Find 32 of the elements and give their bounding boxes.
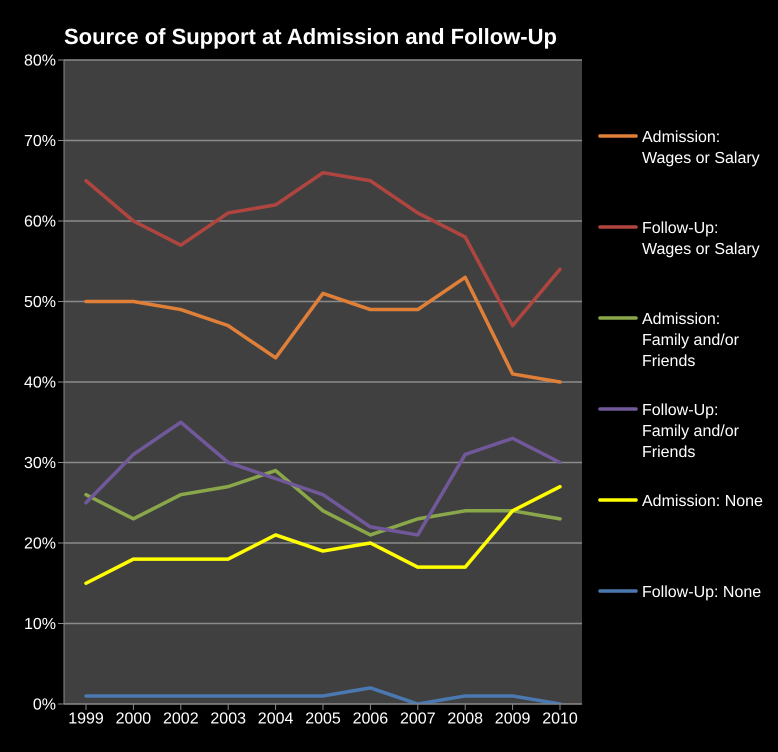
x-tick-label: 2005 <box>305 710 341 728</box>
x-tick-label: 2009 <box>494 710 530 728</box>
x-tick-label: 2003 <box>210 710 246 728</box>
x-tick-label: 2006 <box>352 710 388 728</box>
x-tick-label: 2007 <box>400 710 436 728</box>
y-tick-label: 40% <box>24 374 56 392</box>
legend-label: Follow-Up: Family and/or Friends <box>642 401 740 463</box>
legend-label: Follow-Up: Wages or Salary <box>642 219 761 260</box>
line-series <box>84 170 562 328</box>
y-tick-label: 10% <box>24 616 56 634</box>
y-tick-label: 20% <box>24 536 56 553</box>
legend-label: Admission: Wages or Salary <box>642 128 761 169</box>
legend-label: Admission: Family and/or Friends <box>642 310 740 372</box>
legend-label: Follow-Up: None <box>642 583 762 603</box>
legend-label: Admission: None <box>642 492 764 512</box>
y-tick-label: 50% <box>24 294 56 312</box>
y-tick-label: 80% <box>24 52 56 70</box>
y-tick-label: 60% <box>24 214 56 231</box>
chart-title: Source of Support at Admission and Follow-Up <box>64 24 557 50</box>
x-tick-label: 2000 <box>116 710 152 728</box>
x-tick-label: 2010 <box>542 710 578 728</box>
x-tick-label: 2004 <box>258 710 294 728</box>
y-tick-label: 30% <box>24 455 56 472</box>
line-series <box>84 276 562 384</box>
x-tick-label: 2002 <box>163 710 199 728</box>
line-series <box>84 484 562 585</box>
x-tick-label: 2008 <box>447 710 484 728</box>
line-series <box>84 468 562 537</box>
y-tick-label: 70% <box>24 133 56 150</box>
x-tick-label: 1999 <box>68 710 104 728</box>
y-tick-label: 0% <box>32 696 56 714</box>
line-series <box>84 420 562 537</box>
